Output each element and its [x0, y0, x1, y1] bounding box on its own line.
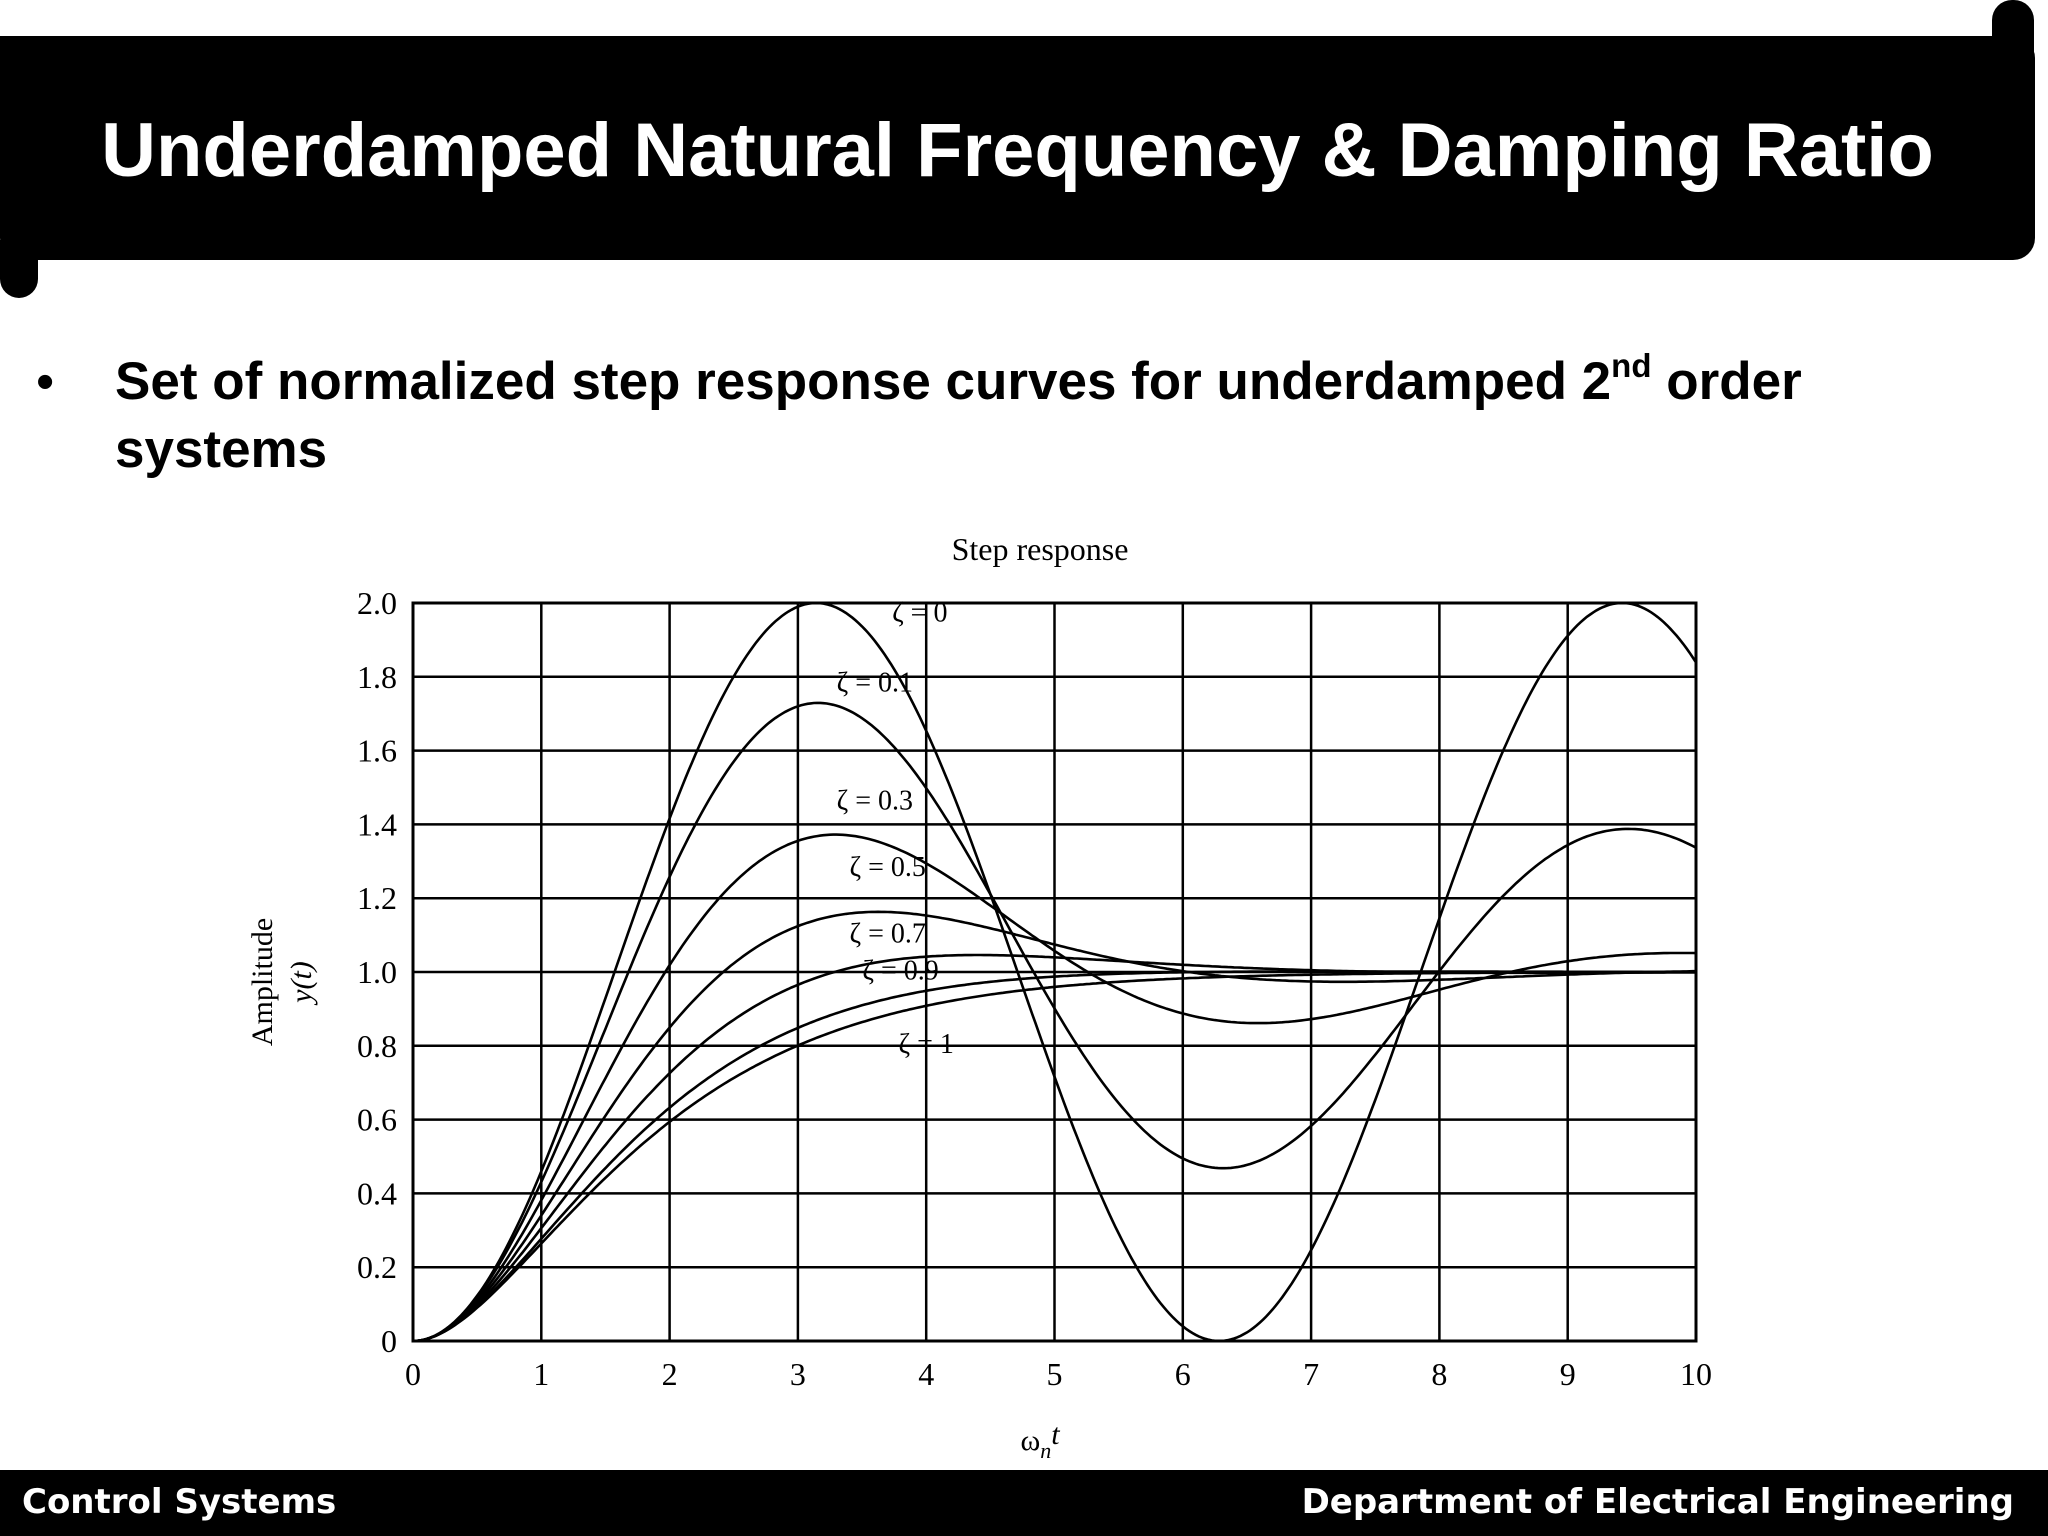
step-response-chart: 0 1 2 3 4 5 6 7 8 9 10 0 0.2 0.4 0.6 0.8 1.0 1.2 1.4 1.6 1.8…: [246, 531, 1712, 1463]
bullet-main-text: Set of normalized step response curves f…: [115, 352, 1612, 411]
series-line-zeta-0-1: [412, 701, 1697, 1343]
curve-label: ζ = 0.7: [850, 918, 926, 949]
curve-label: ζ = 0: [892, 597, 947, 628]
x-tick-label: 2: [662, 1356, 678, 1392]
y-tick-label: 0.8: [357, 1028, 397, 1064]
x-tick-label: 9: [1560, 1356, 1576, 1392]
y-tick-label: 1.2: [357, 880, 397, 916]
footer-department: Department of Electrical Engineering: [1301, 1482, 2014, 1522]
curve-label: ζ = 0.9: [862, 955, 938, 986]
curve-label: ζ = 1: [899, 1029, 954, 1060]
y-tick-label: 0: [381, 1323, 397, 1359]
series-line-zeta-0-5: [412, 910, 1696, 1343]
x-tick-label: 8: [1431, 1356, 1447, 1392]
curves-layer: [412, 601, 1698, 1343]
bullet-dot-icon: •: [36, 353, 55, 411]
x-tick-label: 1: [533, 1356, 549, 1392]
y-tick-label: 0.2: [357, 1249, 397, 1285]
y-tick-label: 1.4: [357, 806, 397, 842]
series-line-zeta-0: [412, 601, 1698, 1343]
y-tick-label: 0.4: [357, 1175, 397, 1211]
y-axis-label-line1: Amplitude: [246, 918, 279, 1046]
title-bar: [0, 36, 2035, 260]
y-tick-label: 1.8: [357, 659, 397, 695]
curve-labels-layer: ζ = 0 ζ = 0.1 ζ = 0.3 ζ = 0.5 ζ = 0.7 ζ = 0.9…: [837, 597, 954, 1060]
slide-title: Underdamped Natural Frequency & Damping …: [101, 108, 1934, 193]
title-bar-tab-left: [0, 240, 38, 298]
series-line-zeta-1: [412, 970, 1696, 1343]
curve-label: ζ = 0.1: [837, 668, 913, 699]
x-tick-label: 0: [405, 1356, 421, 1392]
x-tick-label: 4: [918, 1356, 934, 1392]
x-axis-label: ωnt: [1020, 1418, 1060, 1463]
bullet-tail-text: order systems: [115, 352, 1802, 479]
x-tick-label: 3: [790, 1356, 806, 1392]
x-tick-label: 5: [1047, 1356, 1063, 1392]
y-tick-label: 0.6: [357, 1102, 397, 1138]
chart-title: Step response: [952, 531, 1129, 567]
footer-course: Control Systems: [22, 1482, 337, 1522]
ticks-layer: 0 1 2 3 4 5 6 7 8 9 10 0 0.2 0.4 0.6 0.8 1.0 1.2 1.4 1.6 1.8…: [357, 585, 1712, 1392]
x-tick-label: 10: [1680, 1356, 1712, 1392]
y-tick-label: 1.6: [357, 733, 397, 769]
bullet-text: Set of normalized step response curves f…: [115, 348, 1995, 484]
x-tick-label: 6: [1175, 1356, 1191, 1392]
bullet-superscript: nd: [1611, 347, 1652, 384]
curve-label: ζ = 0.5: [850, 852, 926, 883]
x-tick-label: 7: [1303, 1356, 1319, 1392]
curve-label: ζ = 0.3: [837, 786, 913, 817]
y-tick-label: 2.0: [357, 585, 397, 621]
y-tick-label: 1.0: [357, 954, 397, 990]
footer: Control Systems Department of Electrical…: [0, 1470, 2048, 1536]
y-axis-label-line2: y(t): [285, 961, 318, 1006]
